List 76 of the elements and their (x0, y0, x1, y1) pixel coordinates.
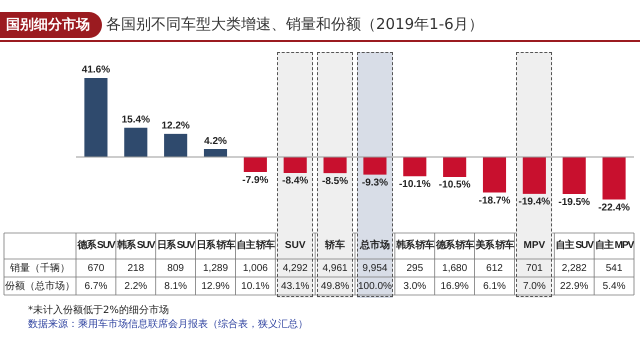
data-label: 12.2% (161, 120, 190, 132)
data-label: 1,289 (202, 262, 228, 274)
bar (562, 157, 586, 194)
data-label: 4.2% (204, 136, 228, 147)
data-label: 16.9% (440, 280, 469, 292)
data-label: 1,680 (442, 262, 468, 274)
x-tick-label: 韩系 轿车 (394, 238, 435, 251)
x-tick-label: SUV (284, 240, 306, 251)
bar (522, 157, 546, 194)
data-label: -18.7% (478, 195, 510, 206)
data-label: 4,961 (322, 262, 348, 274)
x-tick-label: 日系 SUV (156, 238, 196, 251)
data-label: 541 (606, 262, 623, 274)
data-label: 701 (526, 262, 544, 274)
data-label: 12.9% (201, 280, 230, 292)
x-tick-label: 日系 轿车 (196, 238, 236, 251)
data-label: 5.4% (602, 280, 626, 292)
x-tick-label: 自主 SUV (556, 238, 594, 251)
data-label: 22.9% (560, 280, 588, 292)
x-tick-label: 德系 SUV (76, 238, 116, 251)
data-label: 43.1% (281, 280, 310, 292)
data-label: -10.1% (398, 178, 431, 190)
x-tick-label: 韩系 SUV (116, 238, 156, 251)
bar (124, 128, 148, 157)
data-label: 295 (406, 262, 424, 274)
bar (84, 78, 108, 157)
data-label: -22.4% (598, 202, 630, 214)
data-label: 41.6% (82, 64, 110, 76)
data-label: 6.1% (483, 280, 506, 292)
data-label: -8.4% (282, 176, 308, 187)
data-label: 100.0% (358, 280, 392, 292)
data-label: -19.5% (558, 196, 590, 208)
data-label: 612 (486, 262, 504, 274)
data-label: -7.9% (242, 174, 269, 186)
data-label: 10.1% (241, 280, 270, 292)
bar (244, 157, 267, 172)
bar (363, 157, 386, 175)
x-tick-label: 德系 轿车 (434, 238, 475, 251)
data-label: 8.1% (164, 280, 188, 292)
data-label: 4,292 (282, 262, 308, 274)
x-tick-label: 总市场 (358, 238, 390, 251)
bar (284, 157, 307, 173)
data-label: 1,006 (242, 262, 268, 274)
data-label: -19.4% (518, 196, 550, 208)
data-label: 15.4% (122, 114, 150, 126)
data-label: -9.3% (362, 177, 388, 188)
source-note: 数据来源：乘用车市场信息联席会月报表（综合表，狭义汇总） (28, 318, 308, 331)
data-label: 218 (127, 262, 145, 274)
bar (443, 157, 466, 177)
bar (324, 157, 347, 174)
y-tick-label: 份额（总市场） (5, 280, 75, 292)
data-label: 9,954 (362, 262, 388, 274)
data-label: 809 (167, 262, 184, 274)
x-tick-label: 自主 MPV (594, 238, 635, 251)
x-tick-label: 自主 轿车 (236, 238, 276, 251)
data-label: -8.5% (322, 176, 348, 187)
y-tick-label: 销量（千辆） (9, 262, 70, 274)
data-label: 49.8% (320, 280, 350, 292)
data-label: 2.2% (124, 280, 148, 292)
data-label: 2,282 (562, 262, 588, 274)
x-tick-label: MPV (524, 240, 546, 251)
bar (482, 157, 506, 193)
x-tick-label: 美系 轿车 (474, 238, 514, 251)
chart-title: 各国别不同车型大类增速、销量和份额（2019年1-6月） (106, 15, 484, 34)
bar (204, 149, 228, 157)
text: *未计入份额低于2%的细分市场 (28, 304, 169, 317)
data-label: 7.0% (522, 280, 546, 292)
x-tick-label: 轿车 (324, 238, 346, 251)
bar (164, 134, 188, 157)
data-label: 3.0% (403, 280, 426, 292)
data-label: 670 (88, 262, 105, 274)
chart-subtitle: 国别细分市场 (0, 12, 102, 38)
data-label: -10.5% (438, 180, 471, 191)
bar (403, 157, 426, 176)
bar (602, 157, 626, 200)
data-label: 6.7% (84, 280, 108, 292)
